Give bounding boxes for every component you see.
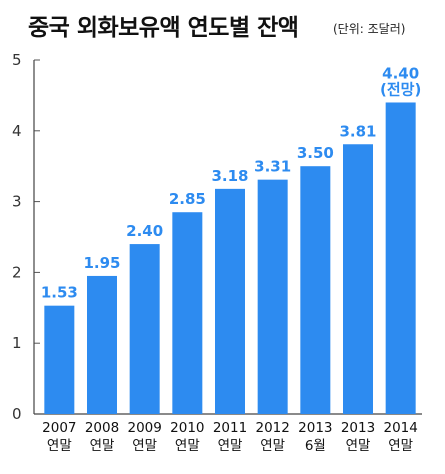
x-tick-label: 연말 [260,438,285,454]
data-label: 3.31 [254,158,291,176]
data-label: 2.40 [126,222,163,240]
data-label: 1.53 [41,284,78,302]
unit-note: (단위: 조달러) [333,22,406,36]
x-tick-label: 연말 [47,438,72,454]
x-tick-label: 6월 [305,438,326,454]
x-tick-label: 연말 [346,438,371,454]
x-tick-label: 2013 [341,420,375,436]
data-label: 3.18 [211,167,248,185]
data-label: 4.40 [382,64,419,82]
data-label: 3.50 [297,144,334,162]
x-tick-label: 연말 [218,438,243,454]
bar [44,305,75,414]
x-tick-label: 2011 [213,420,247,436]
x-tick-label: 2012 [255,420,289,436]
x-tick-label: 2013 [298,420,332,436]
data-label: 2.85 [169,190,206,208]
chart-title: 중국 외화보유액 연도별 잔액 [28,15,299,41]
bar [215,188,245,414]
data-label: 3.81 [339,122,376,140]
y-tick-label: 2 [12,263,22,281]
x-tick-label: 2009 [127,420,161,436]
x-tick-label: 2014 [383,420,417,436]
bar [172,212,203,414]
y-tick-label: 3 [12,193,22,211]
bar [343,144,373,414]
bar [300,166,331,414]
x-tick-label: 2010 [170,420,204,436]
y-tick-label: 1 [12,334,22,352]
x-tick-label: 2008 [85,420,119,436]
bar [129,244,160,414]
x-tick-label: 2007 [42,420,76,436]
x-tick-label: 연말 [90,438,115,454]
x-tick-label: 연말 [132,438,157,454]
bar [385,102,416,414]
data-label: 1.95 [83,254,120,272]
data-label: (전망) [380,80,421,98]
y-tick-label: 5 [12,51,22,69]
bar [87,275,117,414]
x-tick-label: 연말 [388,438,413,454]
bar [257,179,288,414]
y-tick-label: 0 [12,405,22,423]
y-tick-label: 4 [12,122,22,140]
x-tick-label: 연말 [175,438,200,454]
